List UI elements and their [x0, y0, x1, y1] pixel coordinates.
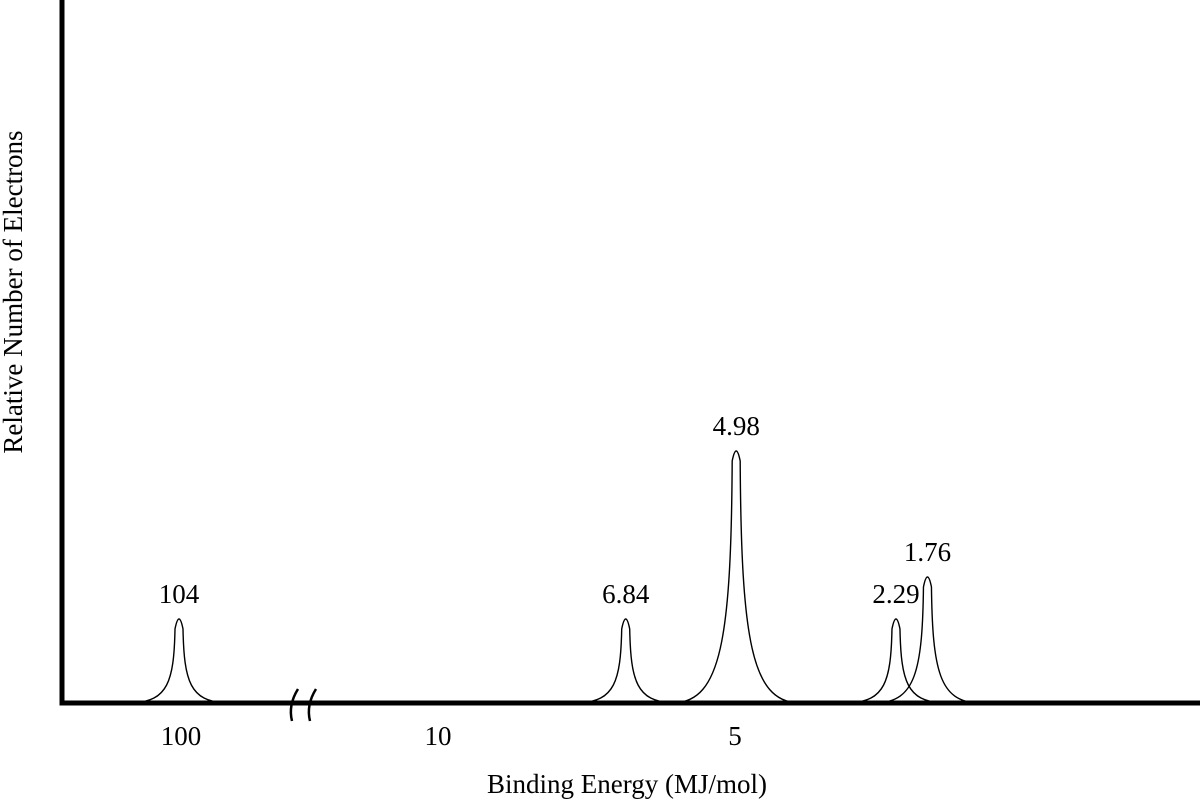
peak-label-1.76: 1.76	[904, 537, 951, 567]
x-tick-label-5: 5	[728, 721, 742, 751]
peak-104	[132, 618, 226, 704]
peak-2.29	[849, 618, 943, 704]
peak-label-2.29: 2.29	[872, 579, 919, 609]
y-axis-title: Relative Number of Electrons	[0, 130, 28, 453]
peak-label-6.84: 6.84	[602, 579, 650, 609]
peak-1.76	[877, 576, 978, 704]
peak-label-4.98: 4.98	[713, 411, 760, 441]
x-tick-label-10: 10	[425, 721, 452, 751]
peaks-layer: 104 6.84 4.98 2.29 1.76	[132, 411, 978, 704]
peak-6.84	[579, 618, 672, 704]
peak-4.98	[674, 450, 799, 704]
x-tick-label-100: 100	[161, 721, 202, 751]
peak-label-104: 104	[159, 579, 200, 609]
axis-break-mark	[289, 688, 318, 722]
x-axis-title: Binding Energy (MJ/mol)	[487, 769, 767, 799]
